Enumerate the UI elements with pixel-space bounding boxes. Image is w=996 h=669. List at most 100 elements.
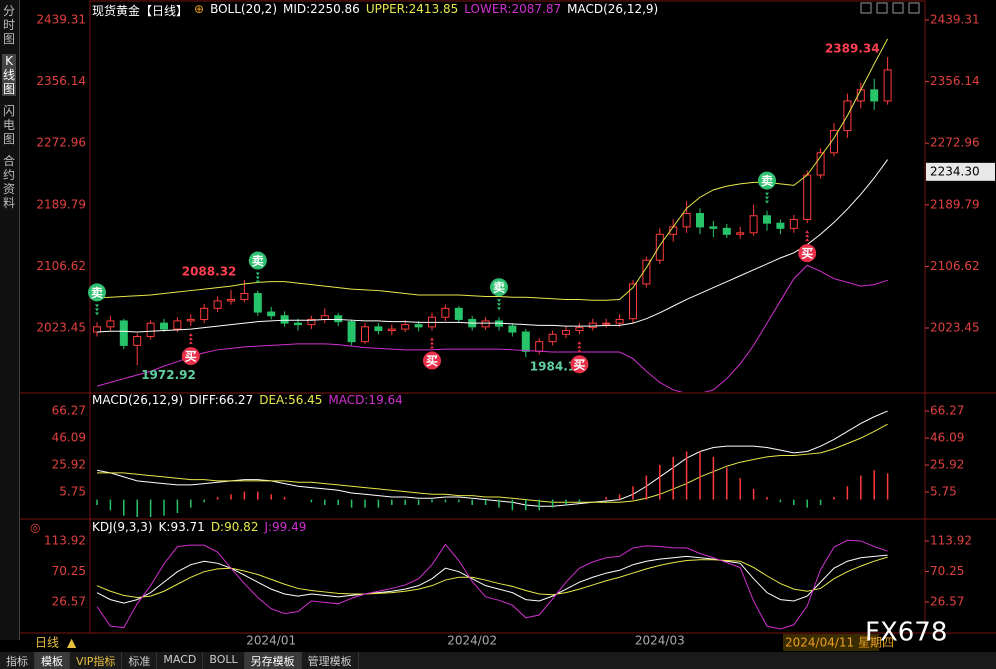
signal-marker <box>248 251 267 270</box>
signal-arrow <box>255 280 260 284</box>
signal-arrow <box>497 299 501 303</box>
x-tick-label: 2024/02 <box>447 634 497 648</box>
legend-title: MACD(26,12,9) <box>92 393 184 407</box>
side-tab[interactable]: 分时图 <box>2 4 15 46</box>
signal-arrow <box>577 345 582 349</box>
side-tabs: 分时图 K线图闪电图合约资料 <box>0 0 20 640</box>
y-tick-label: 2023.45 <box>36 321 86 335</box>
y-tick-label: 2439.31 <box>36 12 86 26</box>
y-tick-label: 2189.79 <box>36 197 86 211</box>
signal-marker <box>423 351 441 370</box>
legend-entry: K:93.71 <box>158 520 205 534</box>
period-label[interactable]: 日线 <box>35 636 59 650</box>
signal-arrow <box>255 276 260 280</box>
candle-body <box>441 307 450 318</box>
legend-entry: DIFF:66.27 <box>189 393 254 407</box>
y-tick-label: 113.92 <box>930 534 972 548</box>
y-tick-label: 2356.14 <box>930 74 980 88</box>
series-line <box>96 38 889 301</box>
extreme-label: 2389.34 <box>825 42 880 56</box>
signal-arrow <box>188 333 193 337</box>
signal-arrow <box>765 192 769 196</box>
signal-marker <box>181 347 200 366</box>
candle-body <box>870 89 879 102</box>
cursor-price-label: 2234.30 <box>930 164 980 178</box>
signal-label: 买 <box>185 350 197 364</box>
side-tab[interactable]: K线图 <box>2 54 16 96</box>
candle-body <box>200 307 209 320</box>
legend-entry: J:99.49 <box>264 520 307 534</box>
toolbar-button[interactable]: 另存模板 <box>244 652 302 669</box>
y-tick-label: 2023.45 <box>930 321 980 335</box>
legend-entry: LOWER:2087.87 <box>464 2 562 16</box>
candle-body <box>575 327 584 332</box>
cursor-date: 2024/04/11 星期四 <box>785 636 894 650</box>
y-tick-label: 26.57 <box>52 595 86 609</box>
candle-body <box>803 174 812 220</box>
signal-label: 买 <box>573 358 585 372</box>
toolbar: 指标 模板 VIP指标 标准 MACD BOLL 另存模板 管理模板 <box>0 652 996 669</box>
y-tick-label: 25.92 <box>930 457 964 471</box>
candle-body <box>789 218 798 229</box>
toolbar-button[interactable]: MACD <box>157 652 204 669</box>
toolbar-button[interactable]: 标准 <box>122 652 158 669</box>
candle-body <box>454 307 463 320</box>
signal-arrow <box>188 341 193 345</box>
toolbar-button[interactable]: 管理模板 <box>302 652 359 669</box>
toolbar-button[interactable]: 指标 <box>0 652 35 669</box>
candle-body <box>280 315 289 324</box>
candle-body <box>816 152 825 176</box>
candle-body <box>347 321 356 343</box>
signal-arrow <box>430 345 434 349</box>
legend-entry: D:90.82 <box>210 520 259 534</box>
x-tick-label: 2024/03 <box>635 634 685 648</box>
series-line <box>96 264 888 392</box>
signal-marker <box>490 278 508 297</box>
toolbar-button[interactable]: 模板 <box>35 652 70 669</box>
candle-body <box>883 69 892 102</box>
candle-body <box>146 322 155 337</box>
signal-arrow <box>805 234 810 238</box>
side-tab[interactable]: 合约资料 <box>2 154 15 210</box>
side-tab[interactable]: 闪电图 <box>2 104 15 146</box>
toolbar-button[interactable]: VIP指标 <box>70 652 123 669</box>
x-tick-label: 2024/01 <box>246 634 296 648</box>
candle-body <box>776 222 785 229</box>
series-line <box>96 159 889 333</box>
window-buttons[interactable] <box>860 2 920 14</box>
signal-arrow <box>577 341 582 345</box>
period-arrow[interactable]: ▲ <box>67 636 77 650</box>
candle-body <box>521 331 530 352</box>
candle-body <box>334 315 343 323</box>
date-box <box>783 634 879 651</box>
candle-body <box>615 318 624 324</box>
candle-body <box>186 318 195 322</box>
y-tick-label: 2106.62 <box>930 259 980 273</box>
candle-body <box>240 293 249 300</box>
indicator-label: BOLL(20,2) <box>210 2 277 16</box>
add-icon[interactable]: ⊕ <box>194 2 205 16</box>
candle-body <box>106 320 115 328</box>
signal-marker <box>570 355 589 374</box>
candle-body <box>682 213 691 228</box>
y-tick-label: 2272.96 <box>930 136 980 150</box>
candle-body <box>763 215 771 224</box>
series-line <box>96 410 888 507</box>
candle-body <box>414 324 423 328</box>
signal-arrow <box>95 304 99 308</box>
candle-body <box>267 311 276 317</box>
panel-icon[interactable]: ◎ <box>30 521 40 535</box>
signal-arrow <box>95 312 99 316</box>
signal-arrow <box>805 238 810 242</box>
y-tick-label: 2272.96 <box>36 136 86 150</box>
candle-body <box>213 300 222 309</box>
y-tick-label: 113.92 <box>44 534 86 548</box>
signal-arrow <box>255 272 260 276</box>
signal-arrow <box>497 307 501 311</box>
y-tick-label: 2106.62 <box>36 259 86 273</box>
toolbar-button[interactable]: BOLL <box>203 652 245 669</box>
candle-body <box>173 320 182 330</box>
candle-body <box>320 315 329 320</box>
signal-arrow <box>430 337 434 341</box>
